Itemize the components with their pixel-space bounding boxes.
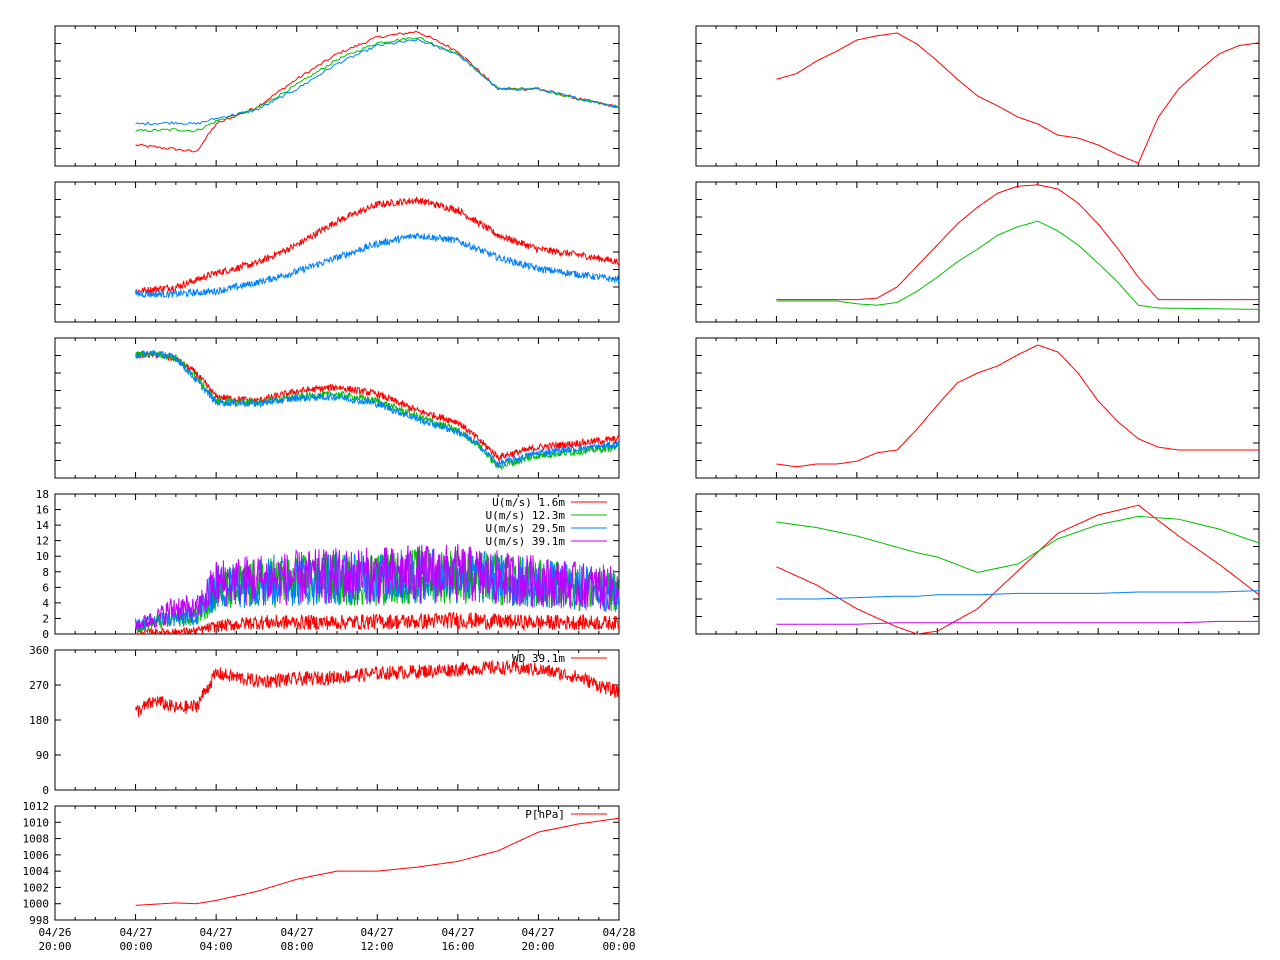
series-line-green <box>135 36 620 133</box>
x-tick-date-7: 04/28 <box>602 926 635 939</box>
panel-frame <box>54 805 620 921</box>
x-tick-time-4: 12:00 <box>360 940 393 953</box>
x-tick-time-2: 04:00 <box>199 940 232 953</box>
x-tick-time-0: 20:00 <box>38 940 71 953</box>
legend-label: U(m/s) 1.6m <box>492 496 565 509</box>
x-tick-date-1: 04/27 <box>119 926 152 939</box>
panel-frame <box>695 493 1260 635</box>
series-line-green <box>776 220 1259 310</box>
x-tick-date-5: 04/27 <box>441 926 474 939</box>
x-tick-time-7: 00:00 <box>602 940 635 953</box>
series-line-red <box>776 504 1260 635</box>
chart-panel-1 <box>54 25 620 167</box>
series-line-red <box>135 30 620 153</box>
y-tick-label: 90 <box>36 749 49 762</box>
chart-panel-7 <box>695 25 1260 167</box>
y-tick-label: 8 <box>42 566 49 579</box>
series-line-purple <box>135 544 620 630</box>
chart-panel-3 <box>54 337 620 479</box>
series-line-red <box>776 344 1259 468</box>
x-tick-date-6: 04/27 <box>521 926 554 939</box>
y-tick-label: 998 <box>29 914 49 927</box>
chart-panel-9 <box>695 337 1260 479</box>
panel-frame <box>695 337 1260 479</box>
series-line-purple <box>776 620 1259 625</box>
chart-panel-5: 0 90 180 270 360 WD 39.1m <box>29 644 620 797</box>
y-tick-label: 18 <box>36 488 49 501</box>
y-tick-label: 4 <box>42 597 49 610</box>
x-tick-time-1: 00:00 <box>119 940 152 953</box>
x-tick-date-4: 04/27 <box>360 926 393 939</box>
y-tick-label: 6 <box>42 581 49 594</box>
series-line-red <box>776 184 1259 301</box>
panel-frame <box>54 649 620 791</box>
x-tick-time-5: 16:00 <box>441 940 474 953</box>
y-tick-label: 1002 <box>23 881 50 894</box>
x-tick-time-6: 20:00 <box>521 940 554 953</box>
series-line-green <box>776 515 1260 573</box>
legend-label: U(m/s) 12.3m <box>486 509 566 522</box>
legend-label: WD 39.1m <box>512 652 565 665</box>
y-tick-label: 1012 <box>23 800 50 813</box>
y-tick-label: 1004 <box>23 865 50 878</box>
y-tick-label: 12 <box>36 535 49 548</box>
series-line-red <box>135 817 620 906</box>
legend-label: U(m/s) 39.1m <box>486 535 566 548</box>
y-tick-label: 14 <box>36 519 50 532</box>
y-tick-label: 10 <box>36 550 49 563</box>
chart-panel-10 <box>695 493 1260 635</box>
series-line-red <box>135 659 620 717</box>
x-tick-date-0: 04/26 <box>38 926 71 939</box>
bottom-time-axis-labels: 04/26 20:00 04/27 00:00 04/27 04:00 04/2… <box>38 926 635 953</box>
y-tick-label: 1006 <box>23 849 50 862</box>
y-tick-label: 1008 <box>23 833 50 846</box>
series-line-blue <box>135 37 620 126</box>
x-tick-time-3: 08:00 <box>280 940 313 953</box>
series-line-red <box>135 196 620 295</box>
y-tick-label: 0 <box>42 628 49 641</box>
y-tick-label: 180 <box>29 714 49 727</box>
panel-frame <box>54 181 620 323</box>
y-tick-label: 2 <box>42 612 49 625</box>
y-tick-label: 270 <box>29 679 49 692</box>
legend-label: U(m/s) 29.5m <box>486 522 566 535</box>
x-tick-date-2: 04/27 <box>199 926 232 939</box>
x-tick-date-3: 04/27 <box>280 926 313 939</box>
y-tick-label: 0 <box>42 784 49 797</box>
y-tick-label: 360 <box>29 644 49 657</box>
y-tick-label: 16 <box>36 504 49 517</box>
chart-panel-2 <box>54 181 620 323</box>
series-line-blue <box>776 590 1260 600</box>
y-tick-label: 1010 <box>23 816 50 829</box>
y-tick-label: 1000 <box>23 898 50 911</box>
chart-panel-6: 998 1000 1002 1004 1006 1008 1010 1012 P[hPa] <box>23 800 620 927</box>
legend-label: P[hPa] <box>525 808 565 821</box>
chart-panel-8 <box>695 181 1260 323</box>
series-line-red <box>135 611 620 636</box>
series-line-red <box>776 32 1260 164</box>
series-line-blue <box>135 231 620 299</box>
series-line-blue <box>135 349 620 468</box>
